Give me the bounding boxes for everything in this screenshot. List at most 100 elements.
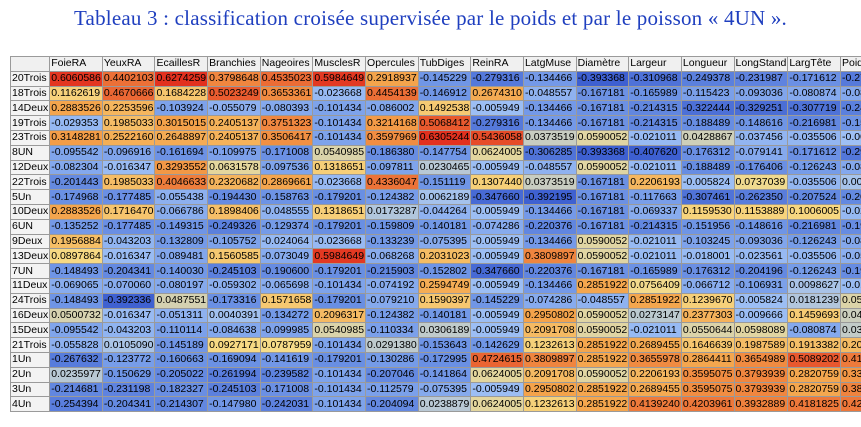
heatmap-cell: -0.035506 (787, 129, 841, 146)
row-header: 19Trois (9, 115, 51, 131)
heatmap-cell: 0.3595075 (680, 381, 735, 398)
column-header: LongStand (733, 56, 789, 72)
heatmap-cell: -0.205022 (154, 366, 209, 383)
heatmap-cell: 0.0238879 (417, 396, 472, 413)
heatmap-cell: 0.0590052 (575, 159, 630, 176)
heatmap-cell: -0.393368 (575, 144, 630, 161)
heatmap-cell: -0.084638 (207, 322, 261, 339)
column-header: FoieRA (49, 56, 103, 72)
heatmap-cell: -0.068268 (365, 248, 419, 265)
column-header: LargTête (787, 56, 841, 72)
heatmap-cell: -0.261994 (207, 366, 261, 383)
heatmap-cell: -0.065698 (259, 277, 314, 294)
heatmap-cell: -0.347660 (470, 189, 524, 205)
heatmap-cell: -0.123772 (101, 351, 156, 368)
table-row: 14Deux 0.2883526 0.2253596 -0.103924 -0.0550… (9, 100, 861, 117)
heatmap-cell: 0.5984649 (312, 248, 367, 265)
heatmap-cell: -0.149315 (154, 218, 209, 235)
heatmap-cell: 0.0590052 (575, 233, 630, 250)
heatmap-cell: -0.204196 (733, 263, 789, 279)
heatmap-cell: -0.182327 (154, 381, 209, 398)
heatmap-cell: -0.059302 (207, 277, 261, 294)
heatmap-cell: -0.249326 (207, 218, 261, 235)
heatmap-cell: -0.392195 (522, 189, 577, 205)
heatmap-cell: -0.080197 (154, 277, 209, 294)
heatmap-cell: 0.0631578 (207, 159, 261, 176)
heatmap-cell: 0.1492538 (417, 100, 472, 117)
heatmap-cell: 0.1985033 (101, 115, 156, 131)
heatmap-cell: -0.279316 (470, 70, 524, 87)
heatmap-cell: 0.0062189 (417, 189, 472, 205)
heatmap-cell: -0.157891 (839, 115, 861, 131)
heatmap-cell: -0.214307 (154, 396, 209, 413)
heatmap-cell: -0.005949 (470, 203, 524, 220)
heatmap-cell: 0.2820759 (787, 381, 841, 398)
heatmap-cell: -0.215903 (365, 263, 419, 279)
heatmap-cell: 0.0373519 (522, 174, 577, 191)
heatmap-cell: -0.005949 (470, 322, 524, 339)
heatmap-cell: 0.2405137 (207, 115, 261, 131)
column-header: YeuxRA (101, 56, 156, 72)
table-row: 3Un -0.214681 -0.231198 -0.182327 -0.245103-… (9, 381, 861, 398)
heatmap-cell: 0.1307440 (470, 174, 524, 191)
heatmap-cell: 0.0590052 (575, 322, 630, 339)
row-header: 13Deux (9, 248, 51, 265)
heatmap-cell: -0.101434 (312, 381, 367, 398)
table-row: 15Deux -0.095542 -0.043203 -0.110114 -0.0846… (9, 322, 861, 339)
heatmap-cell: 0.2689455 (628, 337, 682, 353)
heatmap-cell: 0.4128914 (839, 351, 861, 368)
heatmap-cell: -0.171612 (787, 144, 841, 161)
heatmap-cell: -0.254394 (49, 396, 103, 413)
heatmap-cell: 0.2594749 (417, 277, 472, 294)
heatmap-cell: 0.5089202 (787, 351, 841, 368)
heatmap-cell: 0.5436058 (470, 129, 524, 146)
heatmap-cell: 0.2206193 (628, 174, 682, 191)
heatmap-cell: -0.035506 (787, 248, 841, 265)
table-row: 22Trois -0.201443 0.1985033 0.4046633 0.2320… (9, 174, 861, 191)
heatmap-cell: -0.214315 (628, 115, 682, 131)
row-header: 6UN (9, 218, 51, 235)
heatmap-cell: -0.173316 (207, 292, 261, 309)
heatmap-cell: -0.148493 (49, 292, 103, 309)
table-row: 4Un -0.254394 -0.204341 -0.214307 -0.147980-… (9, 396, 861, 413)
heatmap-cell: -0.190980 (839, 218, 861, 235)
table-row: 7UN -0.148493 -0.204341 -0.140030 -0.245103-… (9, 263, 861, 279)
heatmap-cell: -0.117663 (628, 189, 682, 205)
heatmap-cell: -0.176312 (680, 144, 735, 161)
heatmap-cell: -0.140030 (154, 263, 209, 279)
heatmap-cell: 0.2950802 (522, 381, 577, 398)
row-header: 22Trois (9, 174, 51, 191)
heatmap-cell: -0.146912 (417, 85, 472, 102)
heatmap-cell: -0.262350 (733, 189, 789, 205)
heatmap-cell: -0.016347 (101, 307, 156, 324)
heatmap-cell: -0.018001 (680, 248, 735, 265)
heatmap-cell: 0.1459693 (787, 307, 841, 324)
heatmap-cell: 0.1684228 (154, 85, 209, 102)
heatmap-cell: -0.347660 (470, 263, 524, 279)
heatmap-cell: -0.190980 (839, 263, 861, 279)
heatmap-cell: 0.3506417 (259, 129, 314, 146)
heatmap-cell: 0.3793939 (733, 366, 789, 383)
row-header: 14Deux (9, 100, 51, 117)
column-header: Largeur (628, 56, 682, 72)
heatmap-cell: 0.2253596 (101, 100, 156, 117)
heatmap-cell: -0.016347 (101, 159, 156, 176)
heatmap-cell: -0.167181 (575, 218, 630, 235)
heatmap-cell: 0.0500732 (49, 307, 103, 324)
row-header: 21Trois (9, 337, 51, 353)
row-header: 16Deux (9, 307, 51, 324)
heatmap-cell: -0.129374 (259, 218, 314, 235)
row-header: 3Un (9, 381, 51, 398)
row-header: 20Trois (9, 70, 51, 87)
heatmap-cell: -0.048557 (522, 85, 577, 102)
row-header: 23Trois (9, 129, 51, 146)
heatmap-cell: 0.1646639 (680, 337, 735, 353)
heatmap-cell: -0.179201 (312, 218, 367, 235)
heatmap-cell: 0.3214168 (365, 115, 419, 131)
heatmap-cell: 0.5984649 (312, 70, 367, 87)
heatmap-cell: -0.322444 (680, 100, 735, 117)
heatmap-cell: 0.0552316 (839, 292, 861, 309)
column-header: TubDiges (417, 56, 472, 72)
table-row: 23Trois 0.3148281 0.2522160 0.2648897 0.2405… (9, 129, 861, 146)
heatmap-cell: 0.0624005 (470, 366, 524, 383)
